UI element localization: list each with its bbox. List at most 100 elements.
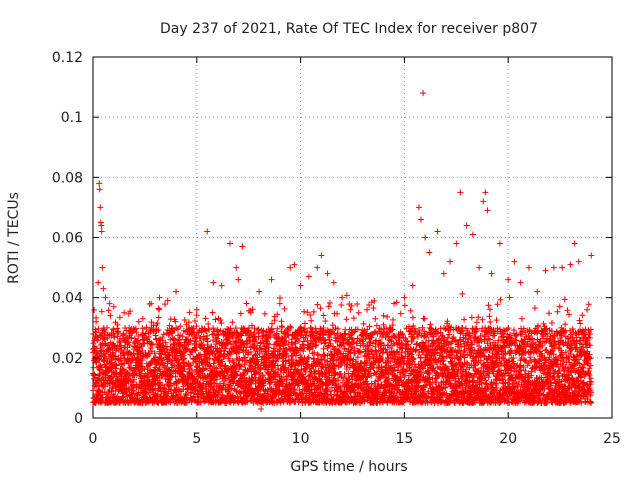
data-point-background bbox=[138, 370, 145, 377]
data-point-background bbox=[407, 307, 414, 314]
data-point-background bbox=[90, 387, 97, 394]
data-point-background bbox=[180, 352, 187, 359]
data-point-background bbox=[156, 306, 163, 313]
data-point-background bbox=[167, 380, 174, 387]
data-point-background bbox=[350, 315, 357, 322]
data-point-background bbox=[277, 295, 284, 302]
data-point-background bbox=[487, 306, 494, 313]
data-point-background bbox=[461, 348, 468, 355]
data-point-background bbox=[497, 296, 504, 303]
data-point-background bbox=[158, 393, 165, 400]
data-point-background bbox=[154, 320, 161, 327]
data-point-background bbox=[261, 310, 268, 317]
data-point-background bbox=[459, 324, 466, 331]
data-point-background bbox=[494, 301, 501, 308]
data-point-background bbox=[156, 365, 163, 372]
data-point-background bbox=[202, 315, 209, 322]
data-point-background bbox=[384, 313, 391, 320]
data-point-background bbox=[108, 388, 115, 395]
data-point-background bbox=[168, 372, 175, 379]
data-point-background bbox=[111, 352, 118, 359]
data-point-background bbox=[125, 310, 132, 317]
data-point-background bbox=[116, 314, 123, 321]
data-point-background bbox=[142, 330, 149, 337]
data-point-background bbox=[123, 391, 130, 398]
data-point-background bbox=[120, 331, 127, 338]
data-point-background bbox=[96, 371, 103, 378]
data-point-background bbox=[325, 303, 332, 310]
data-point-background bbox=[128, 334, 135, 341]
data-point-background bbox=[114, 321, 121, 328]
data-point-background bbox=[304, 309, 311, 316]
data-point-background bbox=[164, 326, 171, 333]
data-point-background bbox=[326, 300, 333, 307]
data-point-background bbox=[191, 318, 198, 325]
data-point-background bbox=[101, 336, 108, 343]
data-point-background bbox=[459, 290, 466, 297]
data-point-background bbox=[308, 317, 315, 324]
data-point-background bbox=[159, 337, 166, 344]
data-point-background bbox=[446, 331, 453, 338]
data-point-background bbox=[172, 373, 179, 380]
data-point-background bbox=[172, 318, 179, 325]
data-point-background bbox=[320, 312, 327, 319]
data-point-background bbox=[485, 302, 492, 309]
data-point-background bbox=[148, 319, 155, 326]
data-point-background bbox=[160, 359, 167, 366]
data-point-background bbox=[147, 344, 154, 351]
data-point-background bbox=[179, 333, 186, 340]
data-point-background bbox=[129, 330, 136, 337]
data-point-background bbox=[120, 366, 127, 373]
data-point-background bbox=[310, 308, 317, 315]
data-point-background bbox=[356, 348, 363, 355]
data-point-background bbox=[117, 342, 124, 349]
data-point-background bbox=[110, 325, 117, 332]
data-point-background bbox=[156, 360, 163, 367]
data-point-background bbox=[390, 316, 397, 323]
data-point-background bbox=[181, 366, 188, 373]
data-point-background bbox=[98, 346, 105, 353]
data-point-background bbox=[187, 337, 194, 344]
data-point-background bbox=[209, 309, 216, 316]
data-point-background bbox=[322, 318, 329, 325]
data-point-background bbox=[205, 320, 212, 327]
data-point-background bbox=[473, 319, 480, 326]
data-point-background bbox=[401, 302, 408, 309]
data-point-background bbox=[117, 336, 124, 343]
data-point-background bbox=[181, 355, 188, 362]
data-point-background bbox=[176, 388, 183, 395]
data-point-background bbox=[127, 308, 134, 315]
data-point-background bbox=[354, 301, 361, 308]
data-point-background bbox=[179, 356, 186, 363]
data-point-background bbox=[281, 305, 288, 312]
data-point-background bbox=[237, 310, 244, 317]
data-point-background bbox=[134, 392, 141, 399]
data-point-background bbox=[370, 305, 377, 312]
data-point-background bbox=[314, 351, 321, 358]
data-point-background bbox=[167, 373, 174, 380]
data-point-background bbox=[155, 305, 162, 312]
data-point-background bbox=[487, 319, 494, 326]
data-point-background bbox=[140, 330, 147, 337]
plot-area bbox=[90, 56, 613, 419]
data-point-background bbox=[409, 314, 416, 321]
data-point-background bbox=[102, 328, 109, 335]
data-point-background bbox=[317, 305, 324, 312]
data-point-background bbox=[307, 312, 314, 319]
data-point-background bbox=[421, 315, 428, 322]
data-point-background bbox=[155, 314, 162, 321]
data-point-background bbox=[108, 364, 115, 371]
data-point-background bbox=[90, 364, 97, 371]
data-point-background bbox=[360, 320, 367, 327]
data-point-background bbox=[165, 331, 172, 338]
data-point-background bbox=[468, 314, 475, 321]
data-point-background bbox=[166, 351, 173, 358]
data-point-background bbox=[105, 307, 112, 314]
data-point-background bbox=[300, 338, 307, 345]
data-point-background bbox=[135, 318, 142, 325]
data-point-background bbox=[183, 345, 190, 352]
data-point-background bbox=[397, 310, 404, 317]
data-point-background bbox=[116, 339, 123, 346]
data-point-background bbox=[188, 389, 195, 396]
